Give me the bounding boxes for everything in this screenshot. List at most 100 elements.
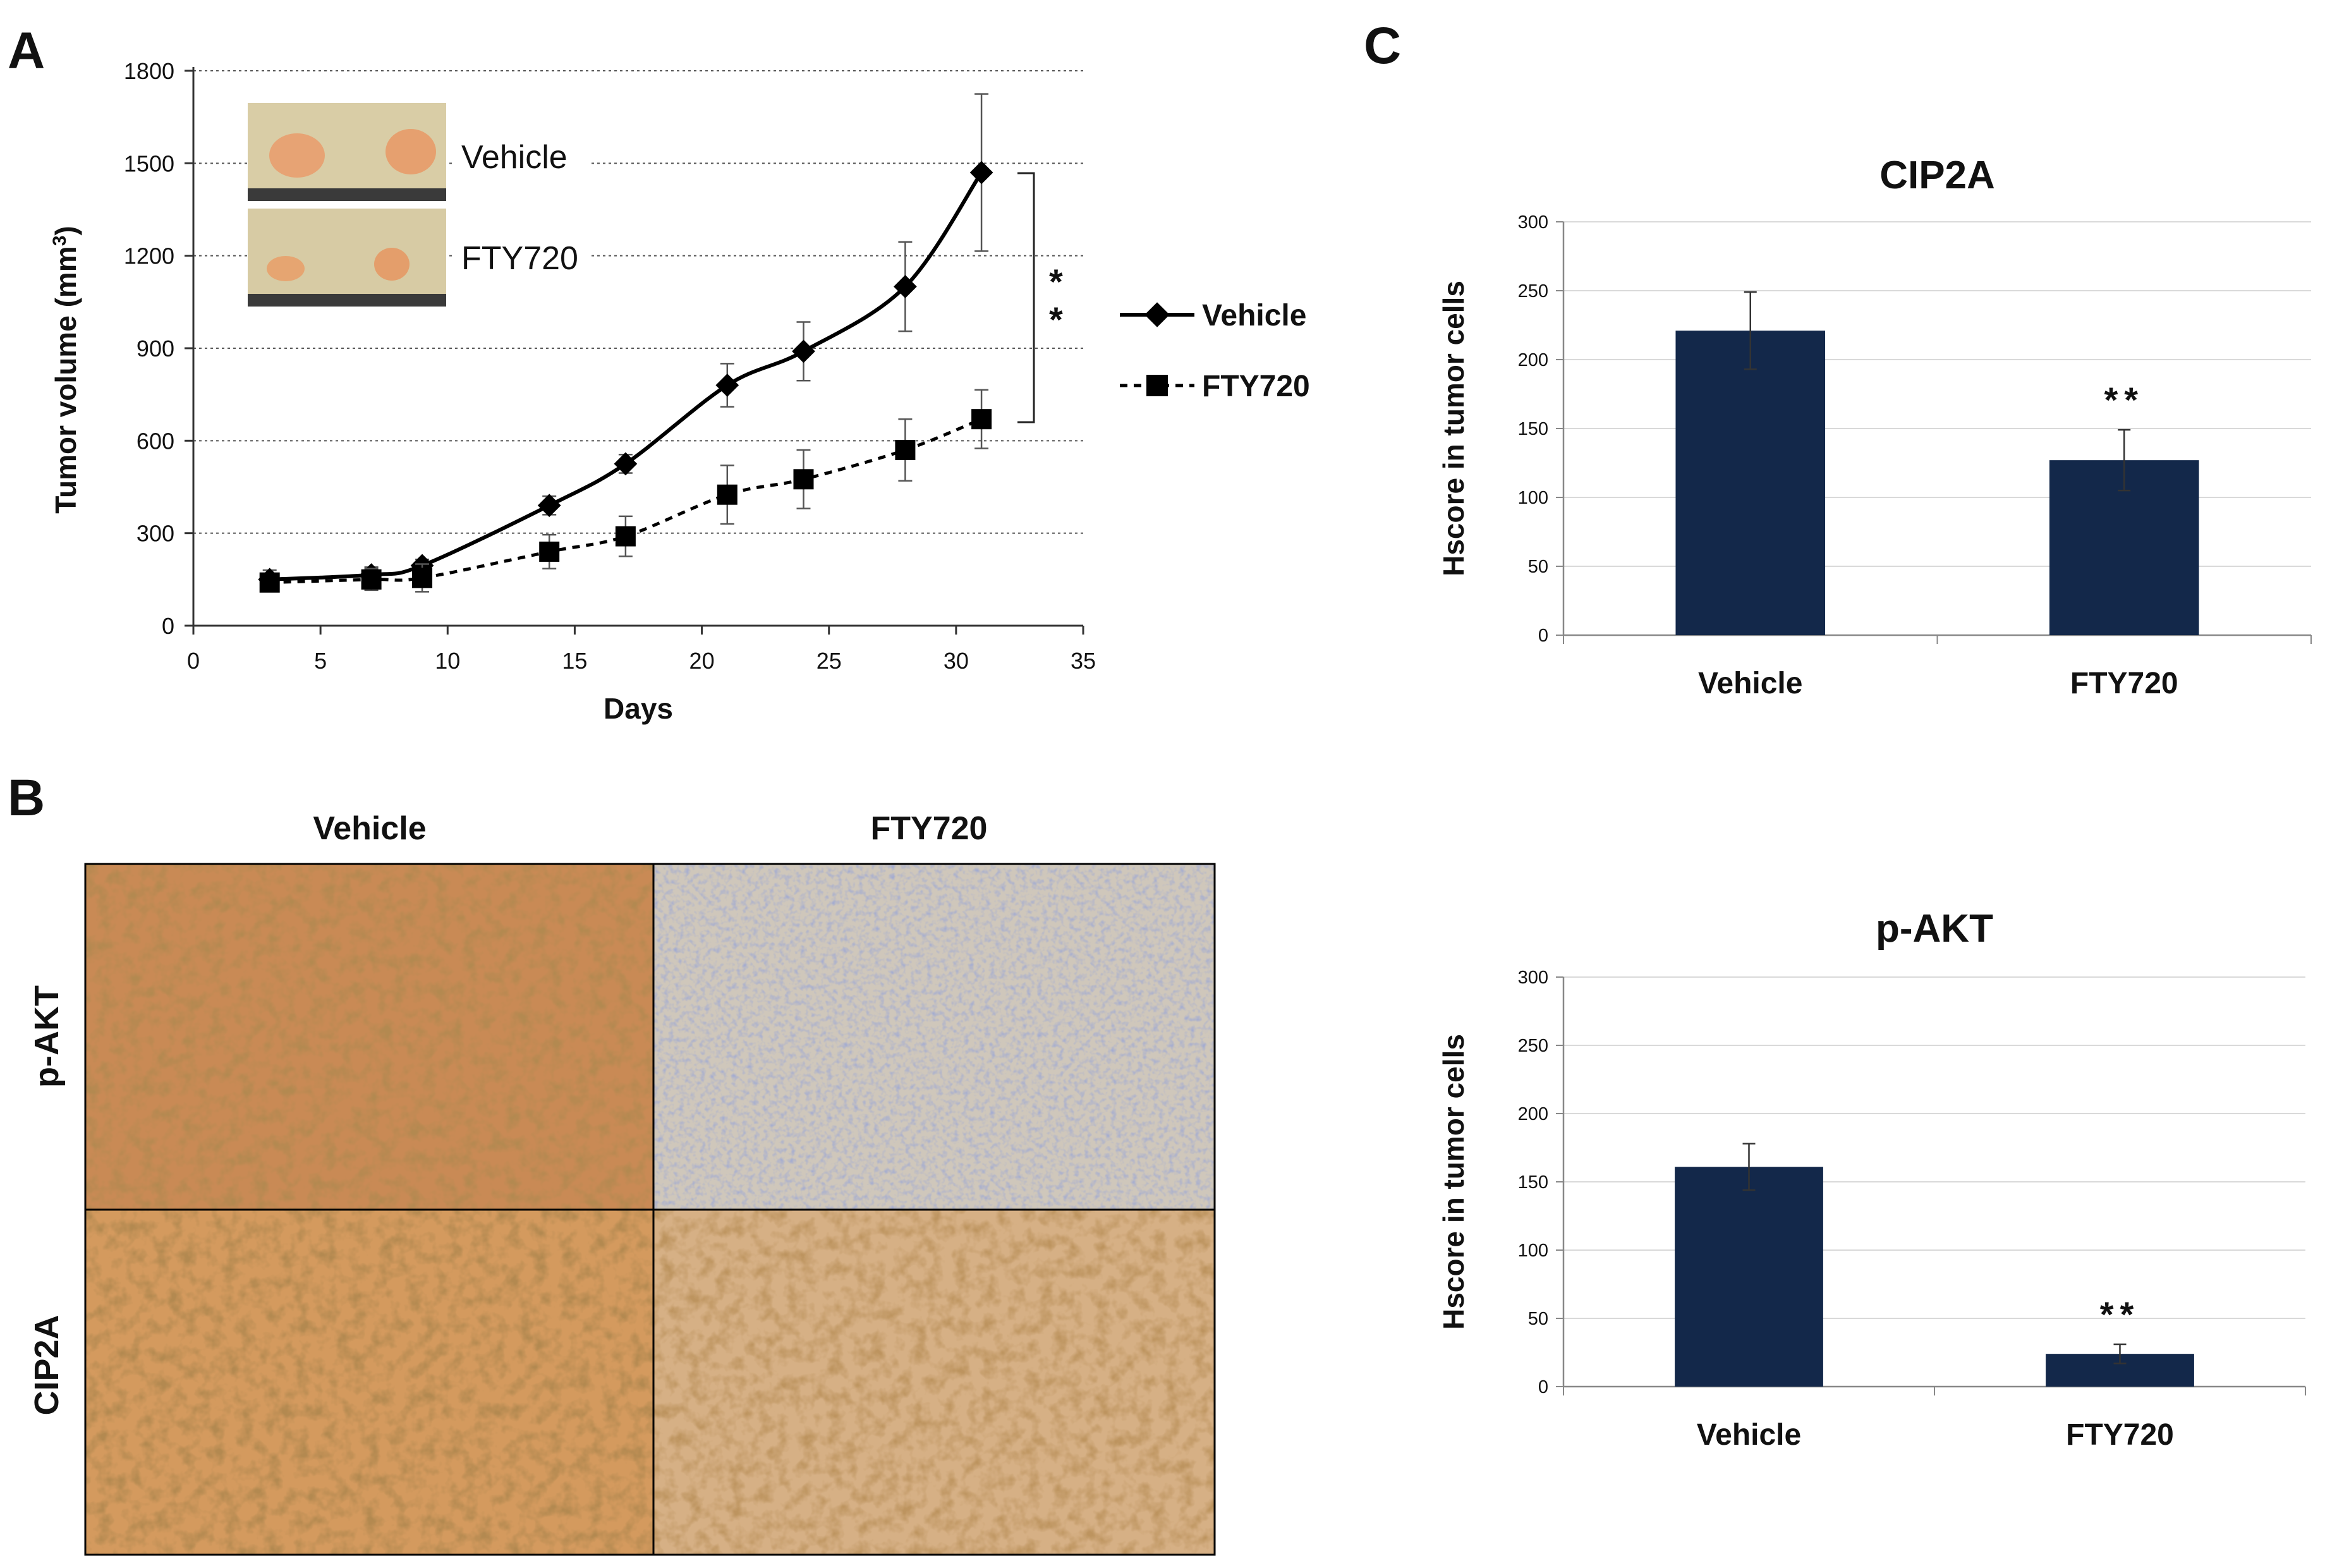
point-fty720-7 — [895, 439, 916, 460]
y-tick-label-1200: 1200 — [124, 243, 174, 269]
point-fty720-6 — [793, 469, 814, 490]
x-tick-label-20: 20 — [689, 648, 715, 674]
point-fty720-2 — [412, 568, 433, 588]
x-tick-label-30: 30 — [944, 648, 969, 674]
col-header-fty720: FTY720 — [871, 810, 988, 847]
ihc-cip2a-vehicle — [85, 1210, 653, 1555]
point-vehicle-5 — [715, 374, 739, 397]
panel-a-letter: A — [8, 22, 45, 80]
category-label-vehicle: Vehicle — [1697, 1418, 1801, 1452]
category-label-fty720: FTY720 — [2070, 667, 2178, 700]
y-tick-label-300: 300 — [1518, 212, 1548, 233]
y-tick-label-250: 250 — [1518, 281, 1548, 301]
y-tick-label-300: 300 — [137, 521, 174, 547]
y-tick-label-0: 0 — [1538, 1377, 1548, 1397]
y-tick-label-0: 0 — [1538, 626, 1548, 646]
ihc-image-grid — [84, 863, 1216, 1556]
significance-star-1: * — [1049, 262, 1063, 301]
legend-fty720-marker — [1146, 375, 1168, 396]
bar-vehicle — [1675, 331, 1826, 635]
significance-star-2: * — [1049, 300, 1063, 339]
point-vehicle-7 — [894, 275, 917, 298]
point-fty720-0 — [259, 572, 280, 593]
significance-label-fty720: ** — [2104, 380, 2144, 420]
ihc-pakt-fty720 — [654, 864, 1215, 1209]
point-vehicle-3 — [537, 494, 561, 518]
panel-b-letter: B — [8, 769, 45, 827]
ihc-cip2a-fty720-texture — [654, 1210, 1215, 1555]
y-axis-label: Hscore in tumor cells — [1437, 281, 1470, 576]
y-tick-label-900: 900 — [137, 336, 174, 362]
series-line-fty720 — [269, 417, 983, 585]
x-tick-label-5: 5 — [314, 648, 327, 674]
point-fty720-1 — [361, 569, 382, 590]
category-label-fty720: FTY720 — [2066, 1418, 2174, 1452]
vehicle-photo-ruler — [248, 188, 446, 201]
point-vehicle-6 — [792, 339, 815, 363]
y-tick-label-300: 300 — [1518, 968, 1548, 988]
point-fty720-5 — [717, 484, 738, 505]
ihc-pakt-vehicle-texture — [85, 864, 653, 1209]
inset-fty720-label: FTY720 — [461, 240, 578, 277]
panel-c-letter: C — [1364, 17, 1401, 75]
y-tick-label-100: 100 — [1518, 488, 1548, 508]
pakt-bar-chart: 0 50 100 150 200 250 300 p-AKT Hscore in tumor c… — [1437, 907, 2306, 1452]
significance-bracket — [1017, 172, 1035, 423]
series-fty720 — [259, 389, 992, 593]
legend: Vehicle FTY720 — [1120, 299, 1310, 403]
x-tick-label-25: 25 — [816, 648, 842, 674]
x-tick-label-0: 0 — [187, 648, 200, 674]
inset-vehicle-label: Vehicle — [461, 139, 568, 176]
row-header-cip2a: CIP2A — [28, 1315, 66, 1415]
point-fty720-3 — [539, 541, 560, 562]
y-axis-label: Hscore in tumor cells — [1437, 1034, 1470, 1330]
y-tick-label-200: 200 — [1518, 1104, 1548, 1124]
fty720-photo-ruler — [248, 294, 446, 307]
legend-fty720-label: FTY720 — [1202, 370, 1310, 403]
point-vehicle-8 — [969, 161, 993, 185]
y-tick-label-50: 50 — [1528, 1309, 1548, 1329]
ihc-pakt-vehicle — [85, 864, 653, 1209]
y-tick-label-200: 200 — [1518, 350, 1548, 370]
y-tick-label-150: 150 — [1518, 419, 1548, 439]
axes — [185, 67, 1084, 635]
chart-title: CIP2A — [1879, 154, 1995, 197]
y-tick-label-600: 600 — [137, 428, 174, 454]
y-axis-label-close: ) — [49, 226, 82, 235]
y-tick-label-250: 250 — [1518, 1036, 1548, 1056]
legend-vehicle-marker — [1144, 302, 1170, 327]
x-tick-label-10: 10 — [435, 648, 460, 674]
tumor-photo-inset: Vehicle FTY720 — [248, 103, 591, 307]
fty720-tumor-1 — [267, 256, 305, 281]
row-header-pakt: p-AKT — [28, 985, 66, 1088]
col-header-vehicle: Vehicle — [313, 810, 426, 847]
y-axis-label-main: Tumor volume (mm — [49, 246, 82, 513]
vehicle-tumor-2 — [385, 129, 436, 174]
x-tick-label-35: 35 — [1071, 648, 1096, 674]
legend-vehicle-label: Vehicle — [1202, 299, 1306, 332]
x-tick-label-15: 15 — [562, 648, 587, 674]
y-axis-label-superscript: 3 — [49, 236, 70, 246]
y-tick-label-1800: 1800 — [124, 58, 174, 84]
x-axis-label: Days — [604, 692, 673, 725]
y-tick-label-100: 100 — [1518, 1241, 1548, 1261]
point-fty720-8 — [971, 409, 992, 430]
y-tick-label-150: 150 — [1518, 1172, 1548, 1193]
ihc-cip2a-fty720 — [654, 1210, 1215, 1555]
vehicle-tumor-1 — [269, 133, 325, 178]
series-layer — [258, 93, 993, 593]
bar-vehicle — [1675, 1167, 1823, 1387]
significance-label-fty720: ** — [2100, 1294, 2140, 1334]
inset-vehicle-label-bg — [455, 134, 591, 178]
y-tick-label-1500: 1500 — [124, 150, 174, 176]
y-axis-label: Tumor volume (mm3) — [49, 226, 82, 513]
ihc-cip2a-vehicle-texture — [85, 1210, 653, 1555]
category-label-vehicle: Vehicle — [1698, 667, 1802, 700]
inset-fty720-label-bg — [455, 237, 591, 281]
fty720-tumor-2 — [374, 248, 410, 281]
tumor-volume-chart: 0 300 600 900 1200 1500 1800 0 5 10 15 20 25 30 35 — [124, 58, 1096, 674]
y-tick-label-0: 0 — [162, 613, 174, 639]
y-tick-label-50: 50 — [1528, 557, 1548, 577]
point-fty720-4 — [615, 526, 636, 547]
